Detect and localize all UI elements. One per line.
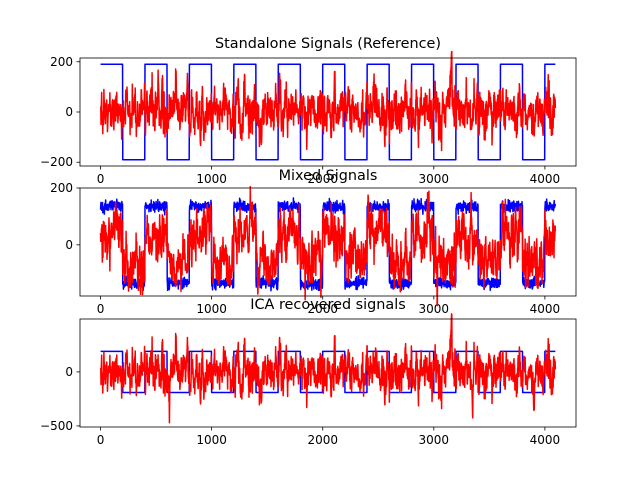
- subplot-reference: Standalone Signals (Reference) 0 1000 2000…: [40, 36, 577, 186]
- subplot-title: Mixed Signals: [279, 168, 378, 184]
- axes-frame: [79, 57, 577, 167]
- y-tick-label: −500: [40, 419, 73, 433]
- series-group: [99, 50, 557, 161]
- x-tick-label: 3000: [419, 302, 450, 316]
- series-line-red: [99, 313, 557, 424]
- y-tick-label: 200: [50, 181, 73, 195]
- subplot-title: ICA recovered signals: [250, 297, 405, 313]
- y-tick-label: −200: [40, 155, 73, 169]
- axes-frame: [79, 318, 577, 428]
- axes-frame: [79, 187, 577, 297]
- subplot-title: Standalone Signals (Reference): [215, 36, 441, 52]
- x-tick-label: 2000: [307, 302, 338, 316]
- x-tick-label: 3000: [419, 433, 450, 447]
- x-tick-label: 2000: [307, 172, 338, 186]
- x-tick-label: 4000: [530, 302, 561, 316]
- y-tick-label: 0: [65, 238, 73, 252]
- series-line-blue: [100, 63, 556, 161]
- y-tick-label: 0: [65, 365, 73, 379]
- y-tick-label: 0: [65, 105, 73, 119]
- series-group: [99, 313, 557, 424]
- x-tick-label: 3000: [419, 172, 450, 186]
- subplot-mixed: Mixed Signals 0 1000 2000 3000 4000 0 200: [50, 168, 577, 316]
- x-tick-label: 0: [97, 302, 105, 316]
- x-tick-label: 4000: [530, 433, 561, 447]
- series-line-red: [99, 185, 557, 307]
- tick-group: 0 1000 2000 3000 4000 −200 0 200: [40, 55, 560, 186]
- tick-group: 0 1000 2000 3000 4000 −500 0: [40, 365, 560, 447]
- series-group: [99, 185, 557, 307]
- x-tick-label: 1000: [196, 302, 227, 316]
- x-tick-label: 0: [97, 172, 105, 186]
- x-tick-label: 0: [97, 433, 105, 447]
- y-tick-label: 200: [50, 55, 73, 69]
- tick-group: 0 1000 2000 3000 4000 0 200: [50, 181, 560, 316]
- x-tick-label: 4000: [530, 172, 561, 186]
- x-tick-label: 1000: [196, 172, 227, 186]
- x-tick-label: 1000: [196, 433, 227, 447]
- series-line-red: [99, 50, 557, 152]
- subplot-ica: ICA recovered signals 0 1000 2000 3000 4000 −…: [40, 297, 577, 447]
- x-tick-label: 2000: [307, 433, 338, 447]
